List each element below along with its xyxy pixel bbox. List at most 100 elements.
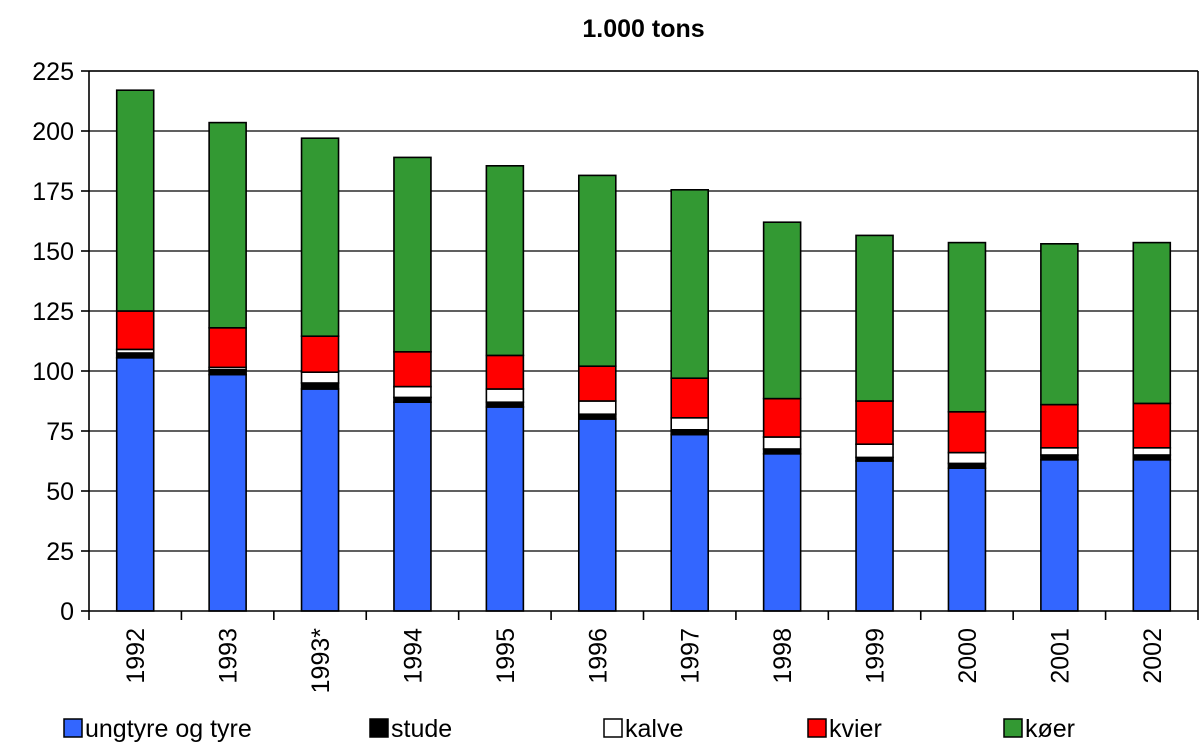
bar-segment bbox=[1132, 241, 1172, 405]
bar-segment bbox=[670, 377, 710, 419]
legend-label: ungtyre og tyre bbox=[85, 715, 252, 743]
bar-segment bbox=[1040, 458, 1079, 612]
x-tick-label: 1999 bbox=[862, 628, 890, 684]
bar-stack bbox=[947, 241, 987, 612]
bar-segment bbox=[300, 137, 340, 337]
bar-segment bbox=[670, 416, 710, 431]
bar-segment bbox=[485, 406, 525, 612]
bar-stack bbox=[1040, 243, 1079, 612]
bar-segment bbox=[855, 234, 894, 402]
x-tick-label: 1998 bbox=[769, 628, 797, 684]
bar-segment bbox=[485, 354, 525, 390]
bar-segment bbox=[855, 460, 894, 612]
bars bbox=[115, 89, 1172, 612]
y-tick-label: 125 bbox=[32, 298, 74, 326]
bar-segment bbox=[393, 401, 432, 612]
bar-segment bbox=[1040, 403, 1079, 449]
bar-segment bbox=[577, 174, 617, 367]
x-tick-label: 1992 bbox=[122, 628, 150, 684]
bar-segment bbox=[670, 433, 710, 612]
bar-segment bbox=[208, 373, 247, 612]
bar-segment bbox=[670, 189, 710, 379]
bar-stack bbox=[855, 234, 894, 612]
bar-stack bbox=[300, 137, 340, 612]
y-tick-label: 50 bbox=[46, 478, 74, 506]
bar-segment bbox=[762, 221, 802, 400]
bar-segment bbox=[300, 335, 340, 374]
bar-stack bbox=[577, 174, 617, 612]
bar-segment bbox=[1132, 458, 1172, 612]
bar-segment bbox=[947, 467, 987, 612]
y-tick-label: 25 bbox=[46, 538, 74, 566]
bar-segment bbox=[577, 365, 617, 402]
bar-segment bbox=[393, 350, 432, 388]
bar-segment bbox=[1040, 446, 1079, 456]
bar-stack bbox=[670, 189, 710, 612]
legend-swatch bbox=[1003, 718, 1023, 738]
legend: ungtyre og tyre stude kalve kvier køer bbox=[63, 715, 1075, 743]
bar-segment bbox=[947, 451, 987, 465]
legend-swatch bbox=[63, 718, 83, 738]
bar-segment bbox=[393, 156, 432, 353]
legend-entry: kalve bbox=[603, 715, 683, 743]
legend-entry: stude bbox=[369, 715, 452, 743]
x-tick-label: 2002 bbox=[1139, 628, 1167, 684]
bar-segment bbox=[485, 388, 525, 403]
bar-segment bbox=[855, 400, 894, 446]
legend-entry: kvier bbox=[807, 715, 882, 743]
bar-segment bbox=[115, 89, 155, 312]
x-tick-label: 1995 bbox=[492, 628, 520, 684]
legend-label: stude bbox=[391, 715, 452, 743]
y-tick-label: 100 bbox=[32, 358, 74, 386]
bar-segment bbox=[485, 165, 525, 357]
bar-segment bbox=[762, 397, 802, 438]
chart-title: 1.000 tons bbox=[582, 15, 704, 43]
bar-stack bbox=[393, 156, 432, 612]
x-tick-label: 1996 bbox=[584, 628, 612, 684]
bar-segment bbox=[947, 241, 987, 413]
x-tick-label: 2001 bbox=[1046, 628, 1074, 684]
bar-stack bbox=[208, 121, 247, 612]
bar-stack bbox=[485, 165, 525, 612]
y-tick-label: 0 bbox=[60, 598, 74, 626]
gridlines bbox=[89, 70, 1198, 552]
bar-segment bbox=[1132, 402, 1172, 449]
bar-segment bbox=[208, 326, 247, 369]
x-tick-label: 1993* bbox=[307, 628, 335, 694]
x-tick-label: 2000 bbox=[954, 628, 982, 684]
legend-label: kvier bbox=[829, 715, 882, 743]
tick-labels: 0 25 50 75 100 125 150 175 200 225 1992 1993 1993* 19… bbox=[32, 58, 1199, 694]
bar-segment bbox=[300, 371, 340, 384]
legend-swatch bbox=[369, 718, 389, 738]
bar-segment bbox=[947, 410, 987, 454]
bar-segment bbox=[1040, 243, 1079, 406]
legend-entry: køer bbox=[1003, 715, 1075, 743]
axes bbox=[88, 70, 1199, 612]
bar-segment bbox=[762, 452, 802, 612]
y-tick-label: 175 bbox=[32, 178, 74, 206]
legend-swatch bbox=[603, 718, 623, 738]
bar-segment bbox=[855, 443, 894, 459]
bar-segment bbox=[762, 436, 802, 450]
bar-segment bbox=[393, 385, 432, 399]
x-tick-label: 1997 bbox=[677, 628, 705, 684]
x-tick-label: 1993 bbox=[215, 628, 243, 684]
bar-segment bbox=[577, 418, 617, 612]
bar-segment bbox=[300, 382, 340, 390]
bar-stack bbox=[115, 89, 155, 612]
legend-label: køer bbox=[1025, 715, 1075, 743]
y-tick-label: 200 bbox=[32, 118, 74, 146]
bar-segment bbox=[300, 388, 340, 612]
bar-segment bbox=[115, 310, 155, 351]
legend-swatch bbox=[807, 718, 827, 738]
y-tick-label: 225 bbox=[32, 58, 74, 86]
y-tick-label: 150 bbox=[32, 238, 74, 266]
legend-entry: ungtyre og tyre bbox=[63, 715, 252, 743]
bar-stack bbox=[1132, 241, 1172, 612]
bar-segment bbox=[115, 356, 155, 612]
bar-segment bbox=[577, 400, 617, 415]
legend-label: kalve bbox=[625, 715, 683, 743]
bar-stack bbox=[762, 221, 802, 612]
bar-segment bbox=[208, 121, 247, 329]
x-tick-label: 1994 bbox=[399, 628, 427, 684]
